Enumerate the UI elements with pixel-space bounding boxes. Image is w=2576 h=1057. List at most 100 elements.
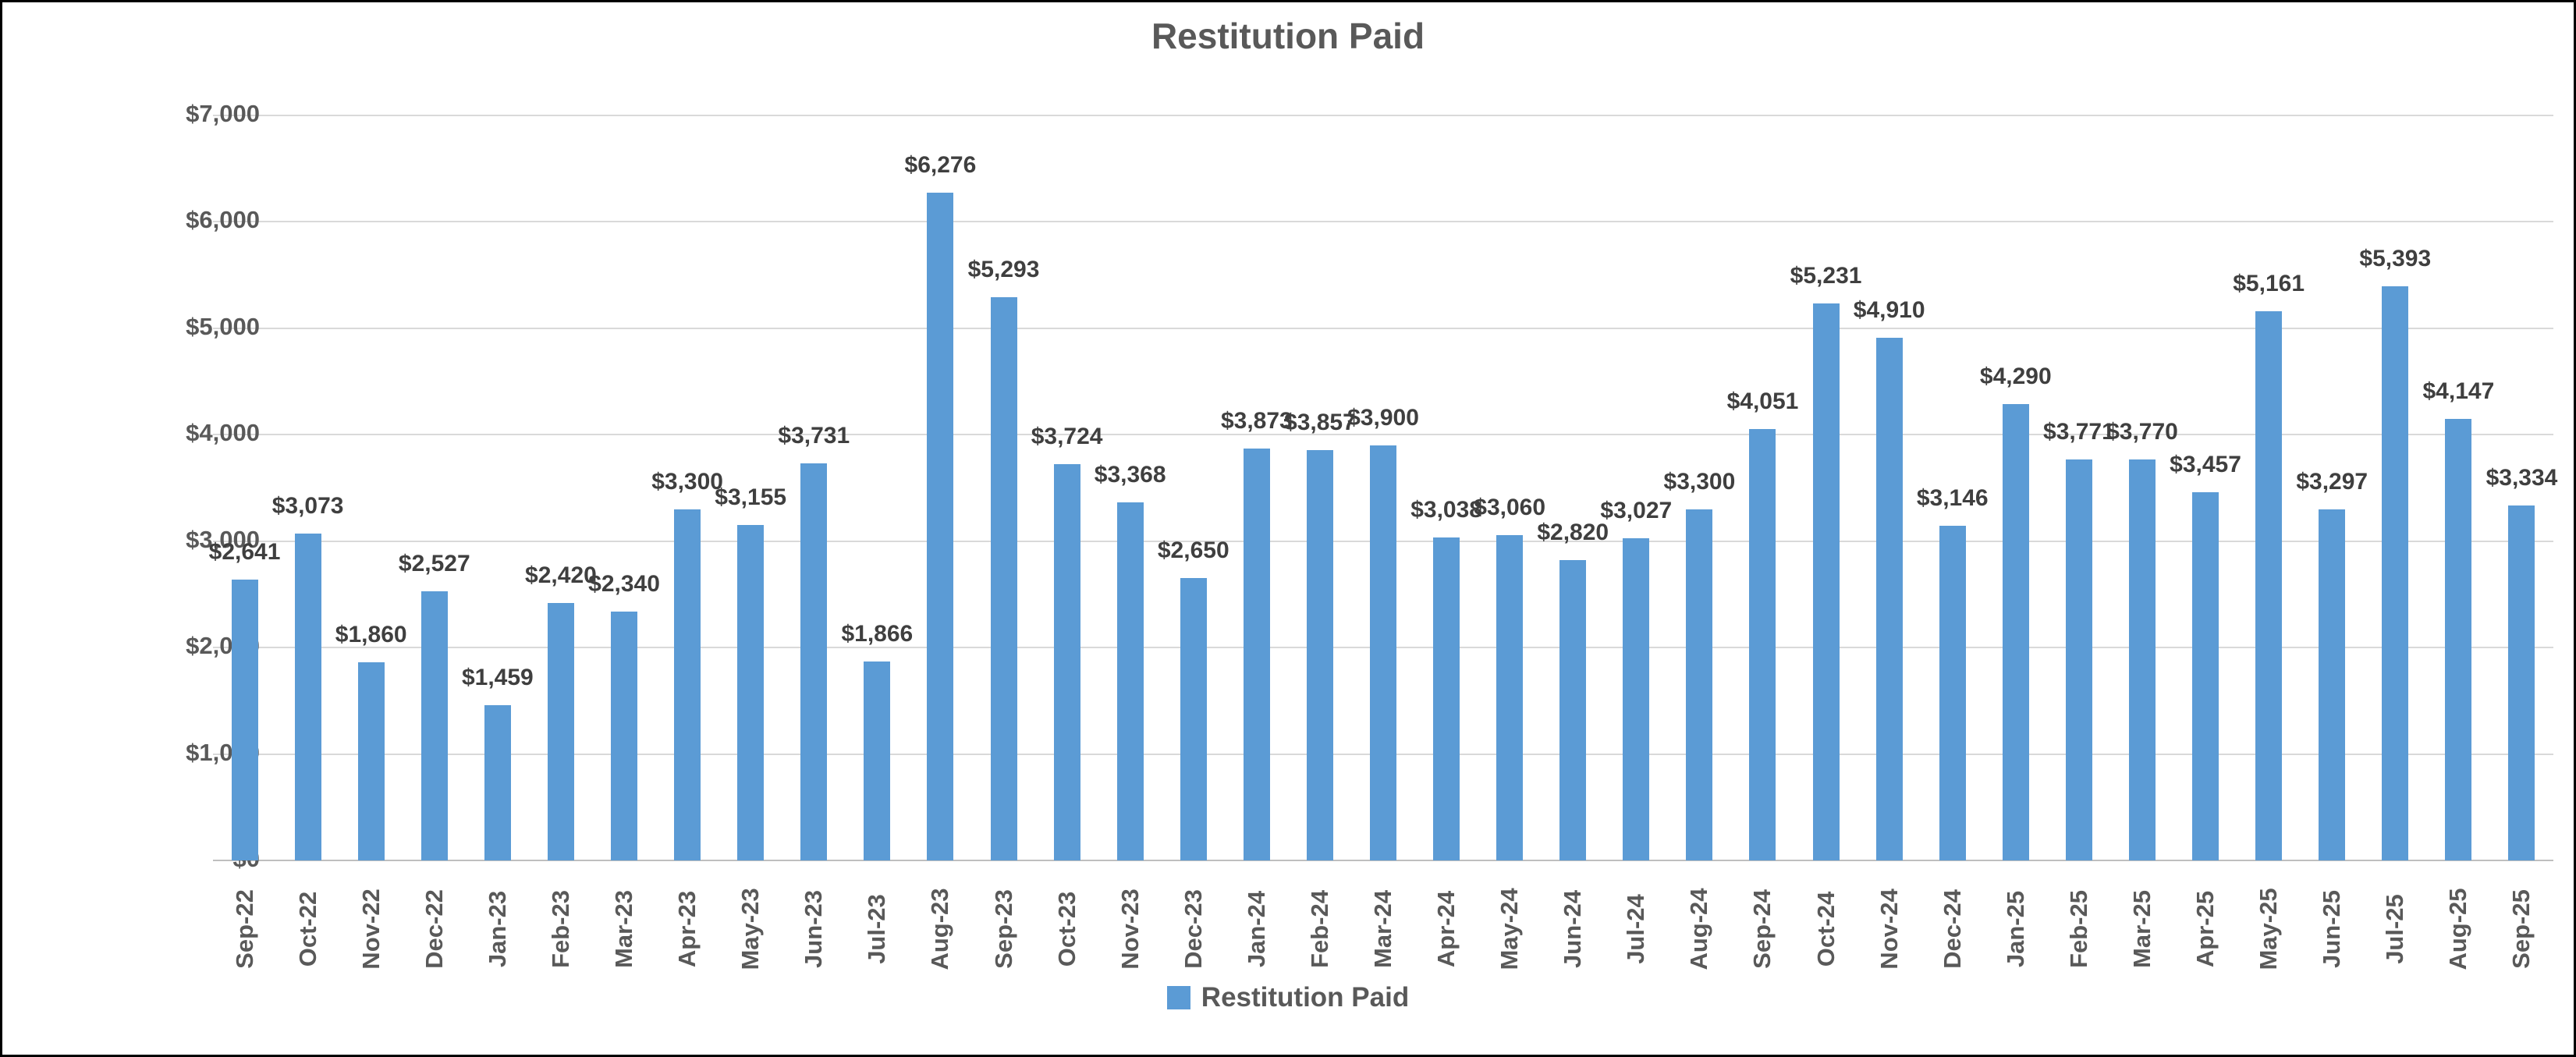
bar[interactable] xyxy=(2192,492,2219,860)
bar[interactable] xyxy=(1496,534,1524,860)
bar[interactable] xyxy=(1749,429,1776,860)
bar[interactable] xyxy=(1686,509,1713,860)
x-axis-tick-label: Sep-24 xyxy=(1748,889,1776,969)
bar-value-label: $4,051 xyxy=(1726,388,1799,415)
bar-value-label: $2,650 xyxy=(1157,537,1229,564)
x-axis-tick-label: Sep-23 xyxy=(989,889,1017,969)
x-axis-tick-label: Apr-23 xyxy=(673,890,701,968)
gridline xyxy=(213,327,2553,329)
bar[interactable] xyxy=(294,533,321,860)
x-axis-tick-label: Nov-22 xyxy=(357,889,385,970)
x-axis-tick-label: Jun-23 xyxy=(800,890,828,968)
x-axis-tick-label: Mar-25 xyxy=(2127,890,2156,968)
bar[interactable] xyxy=(2065,459,2092,860)
bar[interactable] xyxy=(737,524,765,860)
bar-value-label: $2,420 xyxy=(525,562,597,588)
bar[interactable] xyxy=(1370,445,1396,860)
bar[interactable] xyxy=(2382,286,2409,860)
bar[interactable] xyxy=(800,463,828,860)
bar[interactable] xyxy=(864,662,891,860)
bar[interactable] xyxy=(484,704,511,860)
x-axis-tick-label: Jul-25 xyxy=(2381,894,2409,964)
bar[interactable] xyxy=(357,662,385,860)
x-axis-tick-label: Jan-23 xyxy=(483,890,511,968)
bar[interactable] xyxy=(1812,303,1840,860)
bar-value-label: $3,900 xyxy=(1347,404,1419,431)
bar-value-label: $6,276 xyxy=(904,151,977,178)
bar[interactable] xyxy=(1053,463,1080,860)
bar-value-label: $4,147 xyxy=(2422,378,2495,405)
x-axis-tick-label: May-24 xyxy=(1496,888,1524,970)
bar[interactable] xyxy=(1306,449,1333,860)
x-axis-tick-label: Apr-24 xyxy=(1432,890,1460,968)
bar[interactable] xyxy=(1623,538,1650,860)
bar-value-label: $1,866 xyxy=(841,621,914,647)
bar[interactable] xyxy=(927,192,954,860)
y-axis-tick-label: $6,000 xyxy=(186,206,260,234)
bar[interactable] xyxy=(2319,509,2346,860)
bar-value-label: $4,290 xyxy=(1979,363,2052,389)
x-axis-tick-label: Feb-24 xyxy=(1305,890,1333,968)
bar-value-label: $2,820 xyxy=(1537,520,1609,546)
bar-value-label: $3,300 xyxy=(651,468,723,495)
x-axis-tick-label: Sep-22 xyxy=(230,889,258,969)
bar[interactable] xyxy=(547,602,574,860)
bar-value-label: $3,155 xyxy=(715,484,787,510)
x-axis-line xyxy=(213,860,2553,861)
bar[interactable] xyxy=(1243,448,1270,860)
legend[interactable]: Restitution Paid xyxy=(2,982,2574,1013)
bar-value-label: $1,860 xyxy=(335,622,407,648)
bar-value-label: $2,527 xyxy=(398,551,470,577)
x-axis-tick-label: Feb-23 xyxy=(546,890,574,968)
bar[interactable] xyxy=(2128,459,2156,860)
bar-value-label: $3,060 xyxy=(1474,494,1546,520)
bar-value-label: $5,231 xyxy=(1790,263,1862,289)
bar-value-label: $3,771 xyxy=(2043,418,2115,445)
bar-value-label: $3,300 xyxy=(1663,468,1736,495)
x-axis-tick-label: Dec-22 xyxy=(420,889,448,969)
bar-value-label: $5,393 xyxy=(2359,246,2432,272)
bar[interactable] xyxy=(1116,502,1144,860)
bar[interactable] xyxy=(1875,338,1903,860)
bar[interactable] xyxy=(1939,525,1966,860)
bar[interactable] xyxy=(231,579,258,860)
bar-value-label: $5,293 xyxy=(967,256,1040,282)
bar-value-label: $3,027 xyxy=(1600,498,1673,524)
bar[interactable] xyxy=(1559,560,1587,860)
x-axis-tick-label: Jul-24 xyxy=(1622,894,1650,964)
bar[interactable] xyxy=(2002,403,2029,860)
bar-value-label: $3,731 xyxy=(778,422,850,449)
bar[interactable] xyxy=(1180,578,1207,860)
x-axis-tick-label: Jun-24 xyxy=(1559,890,1587,968)
gridline xyxy=(213,434,2553,436)
bar-value-label: $3,857 xyxy=(1284,409,1356,435)
x-axis-tick-label: Oct-23 xyxy=(1052,891,1080,967)
x-axis-tick-label: Sep-25 xyxy=(2507,889,2535,969)
x-axis-tick-label: Jul-23 xyxy=(863,894,891,964)
x-axis-tick-label: Aug-23 xyxy=(926,888,954,970)
bar-value-label: $3,457 xyxy=(2170,452,2241,478)
bar-value-label: $5,161 xyxy=(2233,270,2305,296)
bar-value-label: $3,724 xyxy=(1031,423,1103,449)
bar[interactable] xyxy=(2255,310,2283,860)
bar[interactable] xyxy=(2445,419,2472,860)
bar[interactable] xyxy=(990,296,1017,860)
bar[interactable] xyxy=(611,611,638,860)
y-axis-tick-label: $7,000 xyxy=(186,100,260,127)
bar-value-label: $4,910 xyxy=(1853,297,1925,324)
bar[interactable] xyxy=(1433,537,1460,860)
bar[interactable] xyxy=(420,591,448,860)
x-axis-tick-label: Aug-24 xyxy=(1685,888,1713,970)
x-axis-tick-label: Nov-24 xyxy=(1875,889,1903,970)
x-axis-tick-label: Oct-22 xyxy=(293,891,321,967)
bar[interactable] xyxy=(674,509,701,860)
gridline xyxy=(213,221,2553,223)
y-axis-tick-label: $2,000 xyxy=(186,632,260,660)
bar-value-label: $3,073 xyxy=(271,492,344,519)
bar-value-label: $2,641 xyxy=(208,538,281,565)
bar[interactable] xyxy=(2508,505,2535,860)
y-axis-tick-label: $4,000 xyxy=(186,419,260,447)
x-axis-tick-label: Jan-24 xyxy=(1242,890,1270,968)
bar-value-label: $3,334 xyxy=(2486,465,2558,491)
x-axis-tick-label: Nov-23 xyxy=(1116,889,1144,970)
